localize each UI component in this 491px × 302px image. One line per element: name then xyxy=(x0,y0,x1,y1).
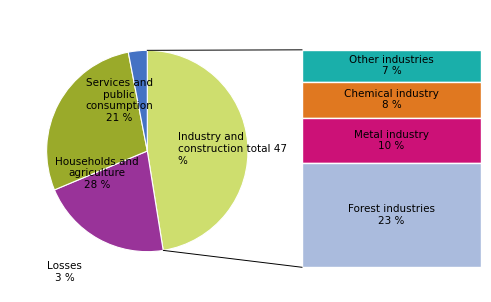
Wedge shape xyxy=(47,52,147,190)
Bar xyxy=(302,118,481,163)
Wedge shape xyxy=(55,151,163,252)
Text: Services and
public
consumption
21 %: Services and public consumption 21 % xyxy=(85,78,153,123)
Text: Industry and
construction total 47
%: Industry and construction total 47 % xyxy=(178,132,287,165)
Bar xyxy=(302,163,481,267)
Wedge shape xyxy=(128,50,147,151)
Text: Metal industry
10 %: Metal industry 10 % xyxy=(354,130,429,151)
Wedge shape xyxy=(147,50,248,250)
Text: Other industries
7 %: Other industries 7 % xyxy=(349,55,434,76)
Text: Households and
agriculture
28 %: Households and agriculture 28 % xyxy=(55,156,139,190)
Bar xyxy=(302,50,481,82)
Text: Losses
3 %: Losses 3 % xyxy=(47,261,82,283)
Bar xyxy=(302,82,481,118)
Text: Chemical industry
8 %: Chemical industry 8 % xyxy=(344,89,439,111)
Text: Forest industries
23 %: Forest industries 23 % xyxy=(348,204,435,226)
